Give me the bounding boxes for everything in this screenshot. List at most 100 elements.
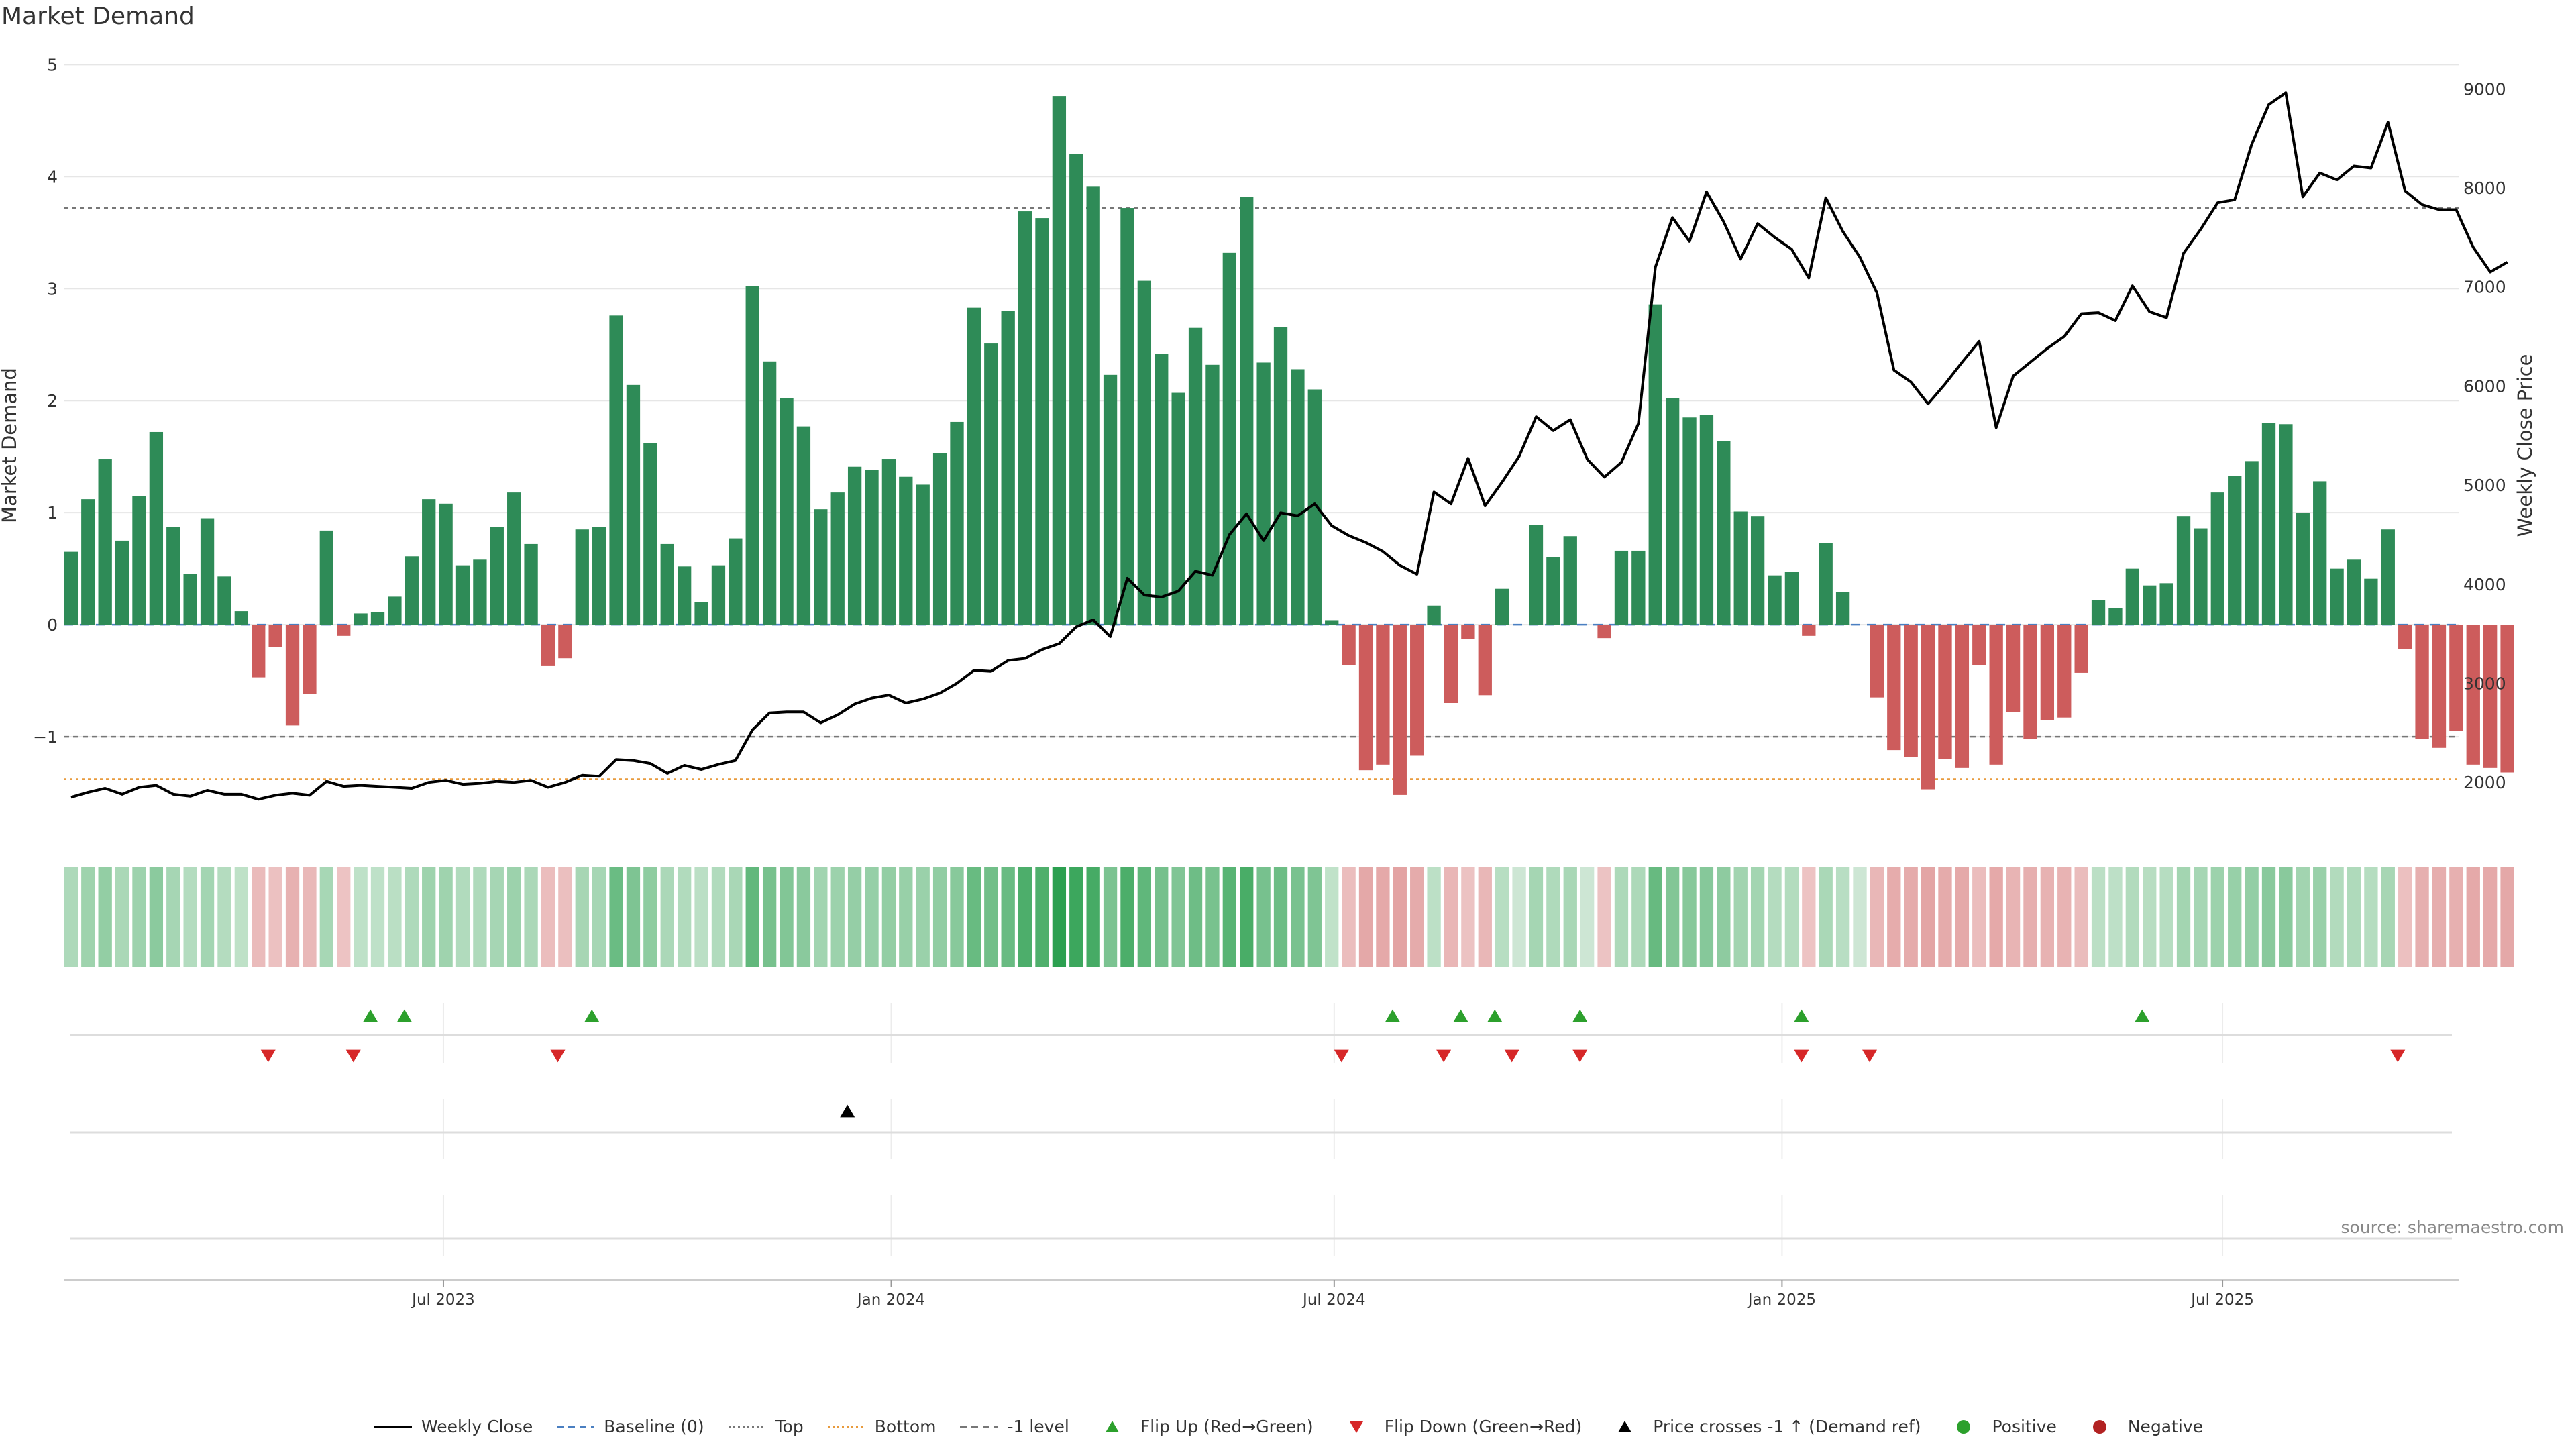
demand-bar xyxy=(2040,625,2055,720)
demand-bar xyxy=(2381,529,2395,625)
demand-bar xyxy=(370,612,385,625)
demand-bar xyxy=(2500,625,2514,773)
demand-bar xyxy=(2279,424,2293,625)
demand-bar xyxy=(780,398,794,625)
axes: −1 0 1 2 3 4 5 2000 3000 4000 5000 6000 7000 8000 9000… xyxy=(0,55,2536,1309)
heat-cell xyxy=(2381,867,2395,967)
legend-item: Price crosses -1 ↑ (Demand ref) xyxy=(1605,1417,1921,1436)
flip-down-marker xyxy=(1572,1049,1588,1063)
heat-cell xyxy=(1052,867,1067,967)
demand-bar xyxy=(881,459,896,625)
demand-bar xyxy=(660,543,674,625)
demand-bar xyxy=(1086,186,1100,625)
demand-bar xyxy=(847,466,862,625)
heat-cell xyxy=(1291,867,1305,967)
heat-cell xyxy=(745,867,759,967)
demand-bar xyxy=(439,503,453,625)
heat-cell xyxy=(1495,867,1509,967)
demand-bars xyxy=(64,96,2514,795)
heat-cell xyxy=(166,867,180,967)
demand-bar xyxy=(1052,96,1067,625)
legend-label: -1 level xyxy=(1007,1417,1069,1436)
demand-bar xyxy=(1972,625,1986,665)
demand-bar xyxy=(729,538,743,625)
heat-cell xyxy=(2466,867,2480,967)
demand-bar xyxy=(2074,625,2088,673)
heat-cell xyxy=(455,867,470,967)
flip-down-marker xyxy=(550,1049,566,1063)
demand-bar xyxy=(1597,625,1611,639)
heat-cell xyxy=(1376,867,1390,967)
demand-bar xyxy=(354,613,368,625)
flip-up-marker xyxy=(363,1009,378,1022)
demand-bar xyxy=(2210,492,2224,625)
demand-bar xyxy=(1171,392,1185,625)
heat-cell xyxy=(1358,867,1373,967)
legend-label: Weekly Close xyxy=(421,1417,533,1436)
legend-label: Price crosses -1 ↑ (Demand ref) xyxy=(1653,1417,1921,1436)
heat-cell xyxy=(2432,867,2447,967)
demand-bar xyxy=(865,470,879,625)
heat-cell xyxy=(1699,867,1714,967)
demand-bar xyxy=(1240,197,1254,625)
heat-cell xyxy=(2210,867,2224,967)
heat-cell xyxy=(268,867,282,967)
heat-cell xyxy=(98,867,112,967)
demand-bar xyxy=(2245,461,2259,625)
demand-bar xyxy=(183,574,197,625)
x-tick-label: Jul 2024 xyxy=(1301,1291,1366,1309)
demand-bar xyxy=(1495,588,1509,625)
demand-bar xyxy=(1358,625,1373,771)
heat-cell xyxy=(1546,867,1560,967)
flip-up-marker xyxy=(1487,1009,1503,1022)
heat-cell xyxy=(1614,867,1629,967)
heat-cell xyxy=(847,867,862,967)
y-right-tick-label: 4000 xyxy=(2463,575,2506,594)
heat-cell xyxy=(1325,867,1339,967)
demand-bar xyxy=(285,625,300,726)
heat-cell xyxy=(2313,867,2327,967)
heat-cell xyxy=(507,867,521,967)
y-right-axis-label: Weekly Close Price xyxy=(2514,354,2536,537)
demand-bar xyxy=(268,625,282,647)
y-right-tick-label: 3000 xyxy=(2463,674,2506,693)
flip-down-marker xyxy=(2390,1049,2406,1063)
flip-down-marker xyxy=(1862,1049,1878,1063)
demand-bar xyxy=(762,361,777,625)
legend-item: -1 level xyxy=(959,1417,1069,1436)
legend-swatch xyxy=(1105,1420,1119,1432)
demand-bar xyxy=(1835,592,1850,625)
demand-bar xyxy=(1631,550,1646,625)
demand-bar xyxy=(2415,625,2429,739)
demand-bar xyxy=(643,443,657,625)
demand-bar xyxy=(319,530,333,625)
heat-cell xyxy=(388,867,402,967)
heat-cell xyxy=(1035,867,1049,967)
heat-cell xyxy=(1171,867,1185,967)
demand-bar xyxy=(1682,417,1697,625)
demand-bar xyxy=(1699,415,1714,625)
demand-bar xyxy=(524,543,538,625)
demand-bar xyxy=(1342,625,1356,665)
demand-bar xyxy=(2194,528,2208,625)
heat-cell xyxy=(541,867,555,967)
demand-bar xyxy=(405,556,419,625)
heat-cell xyxy=(2194,867,2208,967)
demand-bar xyxy=(337,625,351,636)
heat-cell xyxy=(252,867,266,967)
demand-bar xyxy=(422,499,436,625)
y-left-tick-label: 1 xyxy=(47,503,58,523)
demand-bar xyxy=(149,431,164,625)
heat-cell xyxy=(200,867,215,967)
demand-bar xyxy=(2159,583,2174,625)
demand-bar xyxy=(507,492,521,625)
y-right-tick-label: 2000 xyxy=(2463,773,2506,792)
heat-cell xyxy=(1018,867,1032,967)
demand-heat-strip xyxy=(64,867,2514,967)
heat-cell xyxy=(1529,867,1544,967)
demand-bar xyxy=(2483,625,2498,768)
heat-cell xyxy=(115,867,129,967)
heat-cell xyxy=(865,867,879,967)
heat-cell xyxy=(2500,867,2514,967)
